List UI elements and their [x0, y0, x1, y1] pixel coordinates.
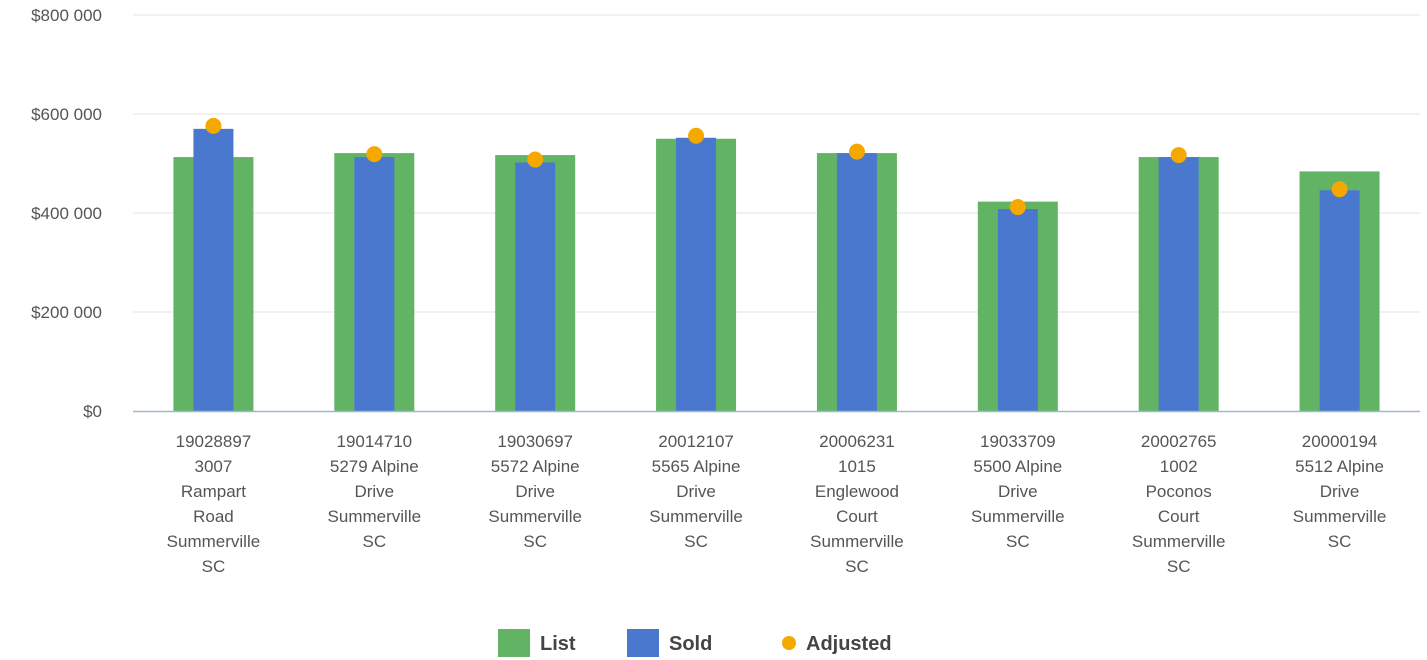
sold-bar: [1319, 190, 1360, 411]
x-tick-label: 5512 Alpine: [1295, 457, 1384, 476]
x-tick-label: 1002: [1160, 457, 1198, 476]
x-tick-label: Englewood: [815, 482, 899, 501]
x-tick-label: 20002765: [1141, 432, 1217, 451]
y-axis: $0 $200 000 $400 000 $600 000 $800 000: [31, 6, 102, 421]
y-tick-label: $400 000: [31, 204, 102, 223]
x-tick-label: 20012107: [658, 432, 734, 451]
x-tick-label: SC: [684, 532, 708, 551]
x-tick-label: SC: [1328, 532, 1352, 551]
y-tick-label: $800 000: [31, 6, 102, 25]
x-tick-label: Rampart: [181, 482, 246, 501]
x-tick-label: Summerville: [1132, 532, 1226, 551]
x-tick-label: Drive: [998, 482, 1038, 501]
x-tick-label: Summerville: [810, 532, 904, 551]
adjusted-point: [1170, 147, 1187, 164]
x-tick-label: 20000194: [1302, 432, 1378, 451]
y-tick-label: $600 000: [31, 105, 102, 124]
sold-bar: [193, 128, 234, 411]
x-tick-label: 3007: [195, 457, 233, 476]
x-axis: 19028897 3007 Rampart Road Summerville SC 1901…: [167, 432, 1387, 576]
adjusted-point: [688, 127, 705, 144]
x-tick-label: 5279 Alpine: [330, 457, 419, 476]
x-tick-label: Summerville: [971, 507, 1065, 526]
x-tick-label: Summerville: [488, 507, 582, 526]
y-tick-label: $200 000: [31, 303, 102, 322]
x-tick-label: SC: [202, 557, 226, 576]
legend-label: Adjusted: [806, 633, 892, 655]
x-tick-label: SC: [1006, 532, 1030, 551]
x-tick-label: Court: [1158, 507, 1200, 526]
x-tick-label: 1015: [838, 457, 876, 476]
x-tick-label: 5572 Alpine: [491, 457, 580, 476]
legend: List Sold Adjusted: [498, 629, 892, 657]
adjusted-point: [1009, 199, 1026, 216]
x-tick-label: Drive: [515, 482, 555, 501]
x-tick-label: SC: [523, 532, 547, 551]
legend-swatch-adjusted: [782, 636, 796, 650]
x-tick-label: 19014710: [336, 432, 412, 451]
adjusted-point: [848, 143, 865, 160]
x-tick-label: Summerville: [1293, 507, 1387, 526]
legend-swatch-sold: [627, 629, 659, 657]
x-tick-label: Summerville: [167, 532, 261, 551]
y-tick-label: $0: [83, 402, 102, 421]
x-tick-label: 19030697: [497, 432, 573, 451]
x-tick-label: 5565 Alpine: [652, 457, 741, 476]
adjusted-point: [366, 146, 383, 163]
sold-bar: [354, 157, 395, 411]
x-tick-label: Summerville: [328, 507, 422, 526]
x-tick-label: Road: [193, 507, 234, 526]
adjusted-point: [205, 117, 222, 134]
x-tick-label: 20006231: [819, 432, 895, 451]
gridlines: [133, 14, 1420, 313]
x-tick-label: SC: [363, 532, 387, 551]
sold-bar: [997, 209, 1038, 411]
x-tick-label: 19028897: [176, 432, 252, 451]
x-tick-label: Poconos: [1146, 482, 1212, 501]
plot-area: [173, 117, 1380, 412]
sold-bar: [676, 137, 717, 411]
legend-swatch-list: [498, 629, 530, 657]
adjusted-point: [527, 151, 544, 168]
x-tick-label: Summerville: [649, 507, 743, 526]
sold-bar: [515, 162, 556, 411]
x-tick-label: Court: [836, 507, 878, 526]
sold-bar: [836, 153, 877, 412]
x-tick-label: Drive: [354, 482, 394, 501]
sold-bar: [1158, 157, 1199, 411]
x-tick-label: SC: [1167, 557, 1191, 576]
x-tick-label: Drive: [676, 482, 716, 501]
x-tick-label: Drive: [1320, 482, 1360, 501]
legend-label: List: [540, 633, 576, 655]
x-tick-label: SC: [845, 557, 869, 576]
legend-label: Sold: [669, 633, 712, 655]
adjusted-point: [1331, 181, 1348, 198]
x-tick-label: 5500 Alpine: [973, 457, 1062, 476]
x-tick-label: 19033709: [980, 432, 1056, 451]
